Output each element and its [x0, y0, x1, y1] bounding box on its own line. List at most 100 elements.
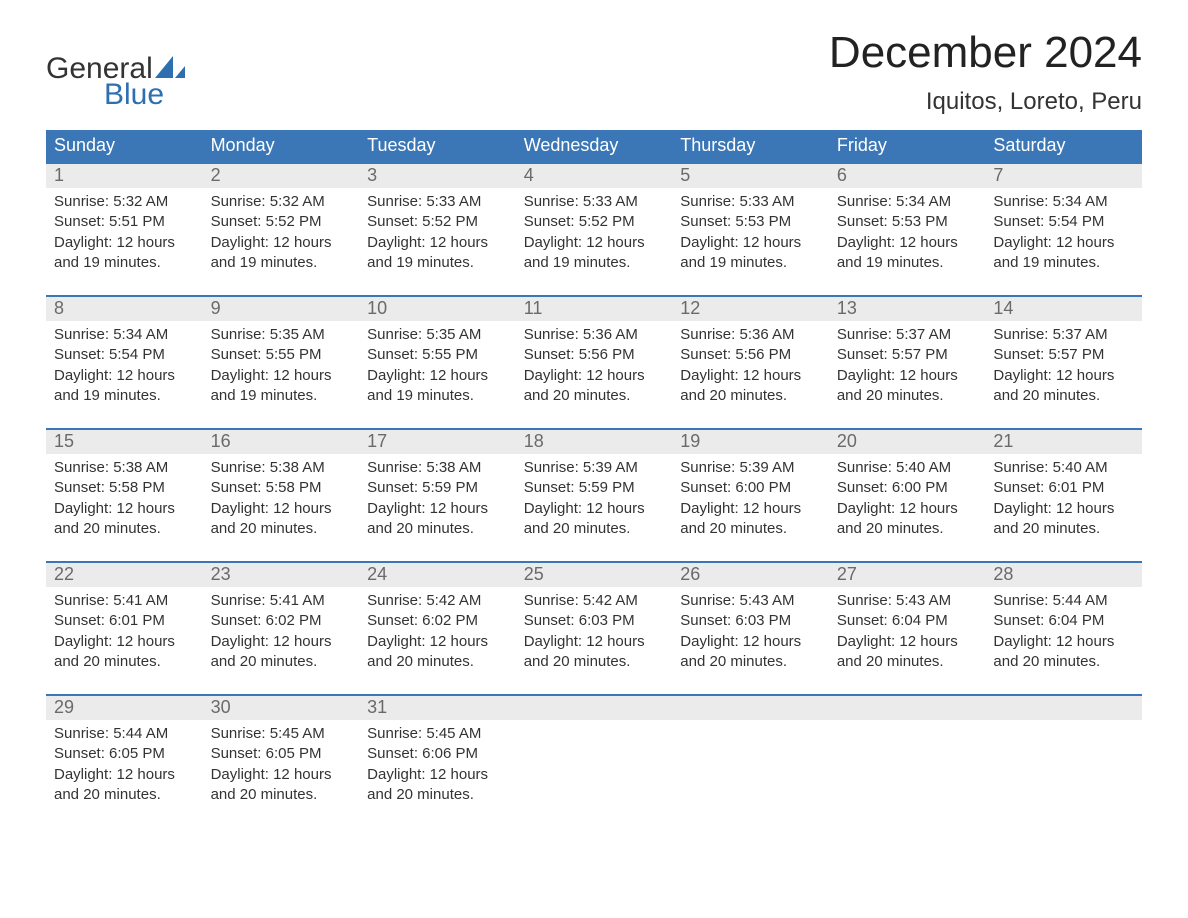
day-info-sunset: Sunset: 5:57 PM — [837, 345, 978, 365]
day-info: Sunrise: 5:33 AMSunset: 5:53 PMDaylight:… — [672, 188, 829, 285]
day-info-dl1: Daylight: 12 hours — [680, 499, 821, 519]
day-header-cell: Wednesday — [516, 130, 673, 162]
day-info-sunrise: Sunrise: 5:44 AM — [993, 591, 1134, 611]
day-number — [829, 696, 986, 720]
day-number: 7 — [985, 164, 1142, 188]
day-info: Sunrise: 5:39 AMSunset: 6:00 PMDaylight:… — [672, 454, 829, 551]
day-info-sunset: Sunset: 6:03 PM — [680, 611, 821, 631]
day-info-sunset: Sunset: 6:00 PM — [837, 478, 978, 498]
day-number: 27 — [829, 563, 986, 587]
day-info-dl1: Daylight: 12 hours — [837, 233, 978, 253]
day-info-dl1: Daylight: 12 hours — [367, 366, 508, 386]
calendar-cell: 12Sunrise: 5:36 AMSunset: 5:56 PMDayligh… — [672, 297, 829, 418]
day-number: 19 — [672, 430, 829, 454]
calendar-cell: 28Sunrise: 5:44 AMSunset: 6:04 PMDayligh… — [985, 563, 1142, 684]
day-info-dl1: Daylight: 12 hours — [993, 366, 1134, 386]
day-info-dl2: and 20 minutes. — [54, 652, 195, 672]
day-info-sunrise: Sunrise: 5:40 AM — [837, 458, 978, 478]
day-info-sunset: Sunset: 5:54 PM — [993, 212, 1134, 232]
day-info: Sunrise: 5:33 AMSunset: 5:52 PMDaylight:… — [359, 188, 516, 285]
day-info-sunrise: Sunrise: 5:36 AM — [680, 325, 821, 345]
day-info-sunrise: Sunrise: 5:32 AM — [54, 192, 195, 212]
day-number: 22 — [46, 563, 203, 587]
day-info: Sunrise: 5:42 AMSunset: 6:02 PMDaylight:… — [359, 587, 516, 684]
day-number: 11 — [516, 297, 673, 321]
day-header-cell: Thursday — [672, 130, 829, 162]
calendar-cell: 29Sunrise: 5:44 AMSunset: 6:05 PMDayligh… — [46, 696, 203, 817]
day-info-sunrise: Sunrise: 5:44 AM — [54, 724, 195, 744]
day-info: Sunrise: 5:34 AMSunset: 5:54 PMDaylight:… — [46, 321, 203, 418]
day-info-dl2: and 20 minutes. — [837, 386, 978, 406]
day-info-dl2: and 20 minutes. — [524, 386, 665, 406]
calendar-cell: 15Sunrise: 5:38 AMSunset: 5:58 PMDayligh… — [46, 430, 203, 551]
calendar-cell: 19Sunrise: 5:39 AMSunset: 6:00 PMDayligh… — [672, 430, 829, 551]
day-info-dl1: Daylight: 12 hours — [524, 632, 665, 652]
day-header-cell: Sunday — [46, 130, 203, 162]
day-info: Sunrise: 5:36 AMSunset: 5:56 PMDaylight:… — [672, 321, 829, 418]
day-info-dl1: Daylight: 12 hours — [367, 499, 508, 519]
day-number: 17 — [359, 430, 516, 454]
day-info-dl1: Daylight: 12 hours — [211, 499, 352, 519]
calendar-cell: 24Sunrise: 5:42 AMSunset: 6:02 PMDayligh… — [359, 563, 516, 684]
day-info-dl1: Daylight: 12 hours — [993, 499, 1134, 519]
day-info: Sunrise: 5:36 AMSunset: 5:56 PMDaylight:… — [516, 321, 673, 418]
calendar-cell: 16Sunrise: 5:38 AMSunset: 5:58 PMDayligh… — [203, 430, 360, 551]
day-info-dl2: and 19 minutes. — [680, 253, 821, 273]
location-subtitle: Iquitos, Loreto, Peru — [829, 88, 1142, 116]
day-number — [516, 696, 673, 720]
day-info-sunrise: Sunrise: 5:42 AM — [367, 591, 508, 611]
day-info — [516, 720, 673, 792]
day-info-sunset: Sunset: 5:53 PM — [680, 212, 821, 232]
day-number: 18 — [516, 430, 673, 454]
calendar-cell: 9Sunrise: 5:35 AMSunset: 5:55 PMDaylight… — [203, 297, 360, 418]
day-info-sunrise: Sunrise: 5:43 AM — [680, 591, 821, 611]
day-info-dl1: Daylight: 12 hours — [524, 366, 665, 386]
day-number — [985, 696, 1142, 720]
day-number: 30 — [203, 696, 360, 720]
calendar-cell: 25Sunrise: 5:42 AMSunset: 6:03 PMDayligh… — [516, 563, 673, 684]
day-number: 28 — [985, 563, 1142, 587]
day-info-dl2: and 20 minutes. — [524, 652, 665, 672]
day-info-sunset: Sunset: 5:58 PM — [54, 478, 195, 498]
calendar-cell: 26Sunrise: 5:43 AMSunset: 6:03 PMDayligh… — [672, 563, 829, 684]
day-info-dl2: and 19 minutes. — [837, 253, 978, 273]
day-info-dl1: Daylight: 12 hours — [524, 499, 665, 519]
day-number: 10 — [359, 297, 516, 321]
day-info-dl1: Daylight: 12 hours — [367, 233, 508, 253]
day-number: 31 — [359, 696, 516, 720]
day-info — [672, 720, 829, 792]
day-info: Sunrise: 5:39 AMSunset: 5:59 PMDaylight:… — [516, 454, 673, 551]
day-info-sunrise: Sunrise: 5:41 AM — [211, 591, 352, 611]
calendar-cell: 3Sunrise: 5:33 AMSunset: 5:52 PMDaylight… — [359, 164, 516, 285]
calendar-cell: 18Sunrise: 5:39 AMSunset: 5:59 PMDayligh… — [516, 430, 673, 551]
day-number: 3 — [359, 164, 516, 188]
title-block: December 2024 Iquitos, Loreto, Peru — [829, 28, 1142, 116]
day-info-dl1: Daylight: 12 hours — [993, 233, 1134, 253]
day-info-sunrise: Sunrise: 5:39 AM — [680, 458, 821, 478]
day-info: Sunrise: 5:43 AMSunset: 6:04 PMDaylight:… — [829, 587, 986, 684]
day-info-dl2: and 19 minutes. — [54, 386, 195, 406]
day-info-dl1: Daylight: 12 hours — [211, 366, 352, 386]
day-info-sunrise: Sunrise: 5:34 AM — [837, 192, 978, 212]
day-number: 14 — [985, 297, 1142, 321]
day-number: 13 — [829, 297, 986, 321]
day-info: Sunrise: 5:35 AMSunset: 5:55 PMDaylight:… — [203, 321, 360, 418]
calendar-cell: 17Sunrise: 5:38 AMSunset: 5:59 PMDayligh… — [359, 430, 516, 551]
week-row: 1Sunrise: 5:32 AMSunset: 5:51 PMDaylight… — [46, 162, 1142, 285]
day-info-dl2: and 20 minutes. — [524, 519, 665, 539]
calendar-cell-empty — [516, 696, 673, 817]
day-info-dl2: and 19 minutes. — [367, 386, 508, 406]
day-info-dl2: and 20 minutes. — [837, 519, 978, 539]
day-info-dl2: and 19 minutes. — [211, 386, 352, 406]
day-info: Sunrise: 5:44 AMSunset: 6:05 PMDaylight:… — [46, 720, 203, 817]
calendar-cell: 30Sunrise: 5:45 AMSunset: 6:05 PMDayligh… — [203, 696, 360, 817]
day-info-sunrise: Sunrise: 5:43 AM — [837, 591, 978, 611]
day-info-dl2: and 20 minutes. — [54, 785, 195, 805]
day-info-dl1: Daylight: 12 hours — [211, 765, 352, 785]
day-info: Sunrise: 5:40 AMSunset: 6:00 PMDaylight:… — [829, 454, 986, 551]
day-info-sunset: Sunset: 5:55 PM — [211, 345, 352, 365]
day-info-dl2: and 20 minutes. — [367, 785, 508, 805]
day-info-dl2: and 19 minutes. — [367, 253, 508, 273]
calendar-cell: 22Sunrise: 5:41 AMSunset: 6:01 PMDayligh… — [46, 563, 203, 684]
day-info-sunrise: Sunrise: 5:34 AM — [993, 192, 1134, 212]
